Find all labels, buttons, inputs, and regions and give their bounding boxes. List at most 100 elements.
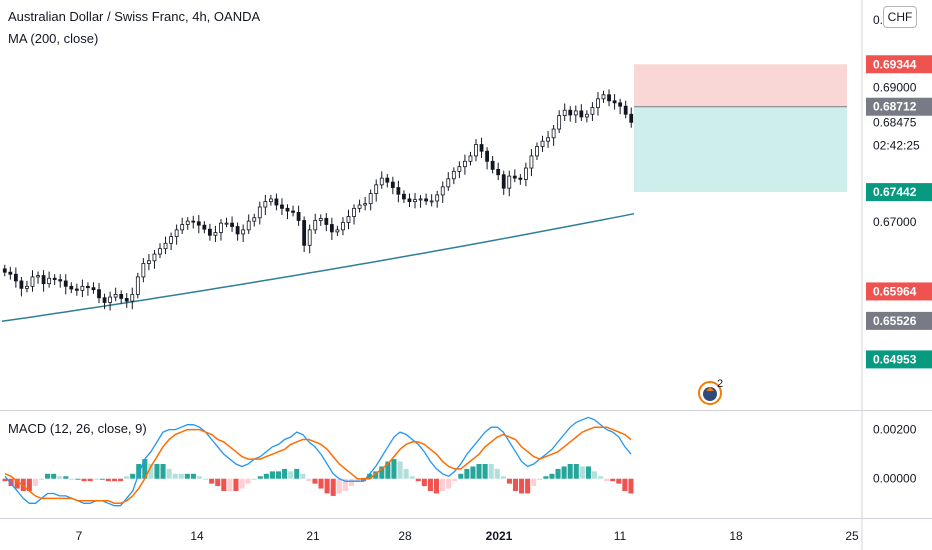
candle-body (368, 193, 373, 205)
candle (58, 274, 63, 288)
candle (590, 102, 595, 121)
candle-body (74, 288, 79, 291)
candle-body (52, 277, 57, 281)
candle-body (169, 236, 173, 244)
candle-body (413, 199, 417, 203)
macd-histogram-bar (367, 473, 373, 479)
candle (623, 100, 628, 119)
macd-histogram-bar (409, 476, 415, 479)
macd-histogram-bar (38, 478, 45, 480)
candle-body (435, 194, 440, 202)
candle (329, 217, 334, 240)
price-axis[interactable]: 0.700000.690000.670000.693440.687120.684… (866, 13, 932, 486)
candle-body (25, 285, 29, 289)
price-label: 0.67442 (873, 185, 917, 199)
candle-body (252, 217, 257, 222)
candle (207, 223, 212, 241)
macd-legend[interactable]: MACD (12, 26, close, 9) (8, 421, 147, 436)
candle (324, 213, 329, 232)
signal-line (4, 426, 632, 505)
macd-histogram-bar (215, 478, 221, 487)
candle (169, 232, 173, 251)
candle (130, 287, 135, 310)
candle (446, 172, 451, 191)
candle-body (108, 296, 113, 303)
time-tick-label: 7 (76, 529, 83, 543)
take-profit-zone (634, 106, 847, 193)
candle-body (13, 273, 18, 282)
candle (80, 279, 85, 298)
candle-body (224, 222, 229, 225)
macd-histogram-bar (470, 466, 476, 479)
candle (540, 135, 545, 152)
candle-body (352, 207, 356, 217)
candle-body (546, 137, 550, 142)
macd-histogram-bar (154, 464, 160, 479)
candle (8, 266, 13, 280)
candle (440, 181, 445, 203)
macd-histogram-bar (415, 478, 421, 482)
macd-histogram-bar (440, 478, 446, 491)
macd-histogram-bar (87, 478, 93, 482)
candle-body (557, 115, 562, 130)
candle (573, 105, 578, 123)
candle-body (313, 220, 318, 231)
ma-legend[interactable]: MA (200, close) (8, 31, 99, 46)
candle-body (163, 242, 168, 250)
macd-histogram-bar (573, 464, 579, 479)
macd-histogram-bar (385, 461, 391, 479)
candle (174, 224, 179, 245)
price-label-bg (866, 183, 932, 202)
candle (52, 274, 57, 285)
candle-body (285, 207, 290, 212)
candle-body (47, 277, 52, 285)
position-tool[interactable] (634, 64, 847, 193)
macd-histogram-bar (610, 478, 616, 482)
candle-body (440, 186, 445, 196)
candle (557, 110, 562, 134)
candle (313, 213, 318, 234)
time-axis[interactable]: 7 14 21 28 2021 11 18 25 (76, 529, 859, 543)
macd-histogram-bar (300, 473, 306, 479)
currency-button[interactable]: CHF (883, 6, 917, 28)
candle (280, 198, 284, 216)
candle-body (91, 287, 96, 291)
candle-body (63, 280, 68, 287)
time-tick-label: 2021 (486, 529, 513, 543)
candle-body (363, 203, 368, 206)
candle-body (596, 98, 600, 108)
macd-histogram-bar (628, 478, 634, 494)
candle-body (130, 293, 135, 302)
macd-histogram-bar (142, 459, 148, 479)
candle (612, 94, 617, 110)
candle-body (291, 210, 295, 213)
macd-histogram-bar (494, 468, 500, 479)
time-tick-label: 25 (845, 529, 859, 543)
candle-body (540, 140, 545, 147)
macd-histogram-bar (433, 478, 440, 494)
candle (63, 274, 68, 295)
price-tick-label: 0.69000 (873, 80, 917, 94)
macd-histogram-bar (239, 478, 245, 489)
candle (523, 162, 528, 187)
macd-histogram-bar (99, 478, 105, 480)
candle-body (341, 222, 345, 231)
candle-body (86, 285, 90, 289)
macd-histogram-bar (616, 478, 622, 484)
candle-body (191, 220, 196, 223)
macd-histogram-bar (117, 478, 124, 482)
candle (147, 254, 151, 271)
stop-loss-zone (634, 64, 847, 107)
macd-histogram-bar (306, 478, 312, 482)
candle (629, 107, 634, 128)
candle (579, 104, 584, 121)
time-tick-label: 28 (398, 529, 412, 543)
candle (457, 161, 462, 179)
time-tick-label: 11 (614, 529, 627, 543)
macd-histogram-bar (8, 478, 14, 487)
dividend-icon[interactable] (698, 381, 722, 405)
candle-body (113, 293, 118, 298)
macd-histogram-bar (20, 478, 26, 491)
candle-body (390, 181, 395, 188)
